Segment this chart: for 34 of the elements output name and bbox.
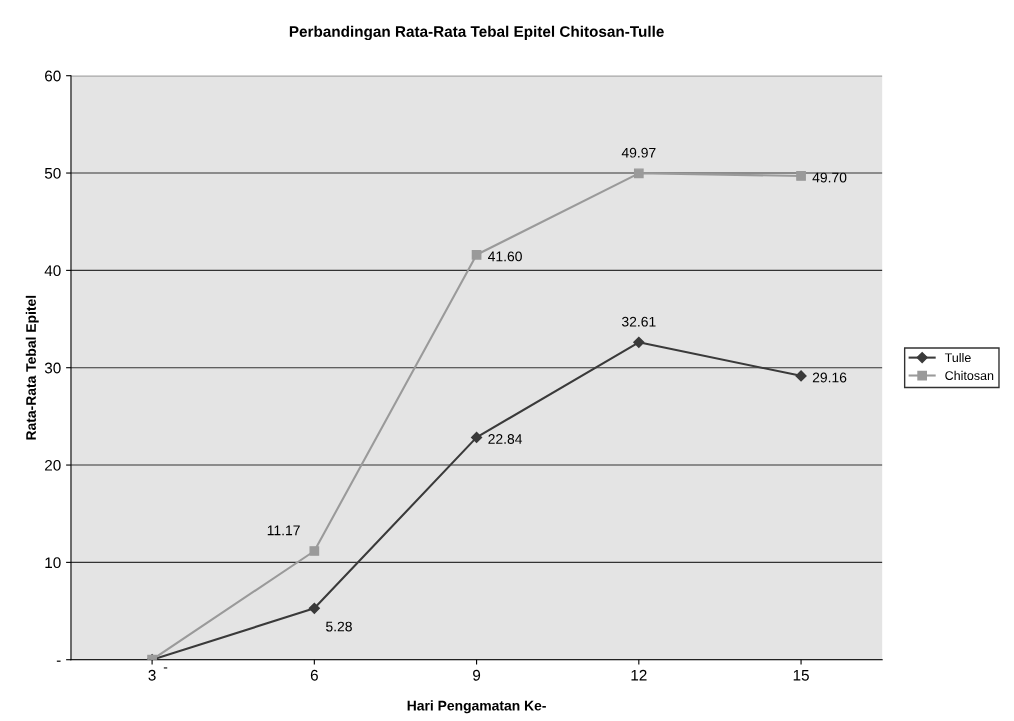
point bbox=[309, 546, 320, 556]
data-label: 22.84 bbox=[488, 434, 523, 444]
x-tick-label: 12 bbox=[631, 669, 647, 681]
y-tick-label: 40 bbox=[44, 265, 61, 277]
point bbox=[633, 336, 645, 348]
chart-title: Perbandingan Rata-Rata Tebal Epitel Chitosan-Tulle bbox=[289, 25, 664, 41]
data-label: - bbox=[163, 667, 168, 669]
point bbox=[796, 171, 806, 181]
point bbox=[470, 431, 483, 444]
data-label: 5.28 bbox=[326, 621, 352, 632]
y-tick-label: 10 bbox=[45, 557, 61, 569]
legend-label: Chitosan bbox=[945, 370, 994, 381]
y-tick-label: 50 bbox=[44, 167, 61, 179]
y-tick-label: 60 bbox=[45, 70, 61, 82]
y-axis-title: Rata-Rata Tebal Epitel bbox=[25, 295, 39, 440]
data-label: 49.70 bbox=[812, 172, 847, 183]
y-tick-label: - bbox=[56, 660, 61, 662]
data-label: 29.16 bbox=[812, 372, 847, 383]
x-tick-label: 3 bbox=[148, 669, 156, 681]
data-label: 32.61 bbox=[621, 316, 656, 327]
x-tick-label: 15 bbox=[793, 670, 809, 681]
data-label: 49.97 bbox=[621, 147, 656, 158]
y-tick-label: 30 bbox=[44, 362, 61, 374]
x-tick-label: 9 bbox=[473, 669, 481, 681]
data-label: 11.17 bbox=[267, 525, 300, 536]
point bbox=[633, 168, 644, 179]
data-label: 41.60 bbox=[488, 251, 522, 262]
point bbox=[795, 370, 807, 382]
legend-label: Tulle bbox=[944, 352, 971, 363]
point bbox=[308, 602, 320, 614]
x-axis-title: Hari Pengamatan Ke- bbox=[407, 700, 546, 714]
y-tick-label: 20 bbox=[45, 459, 61, 471]
x-tick-label: 6 bbox=[310, 669, 318, 681]
point bbox=[471, 249, 482, 260]
